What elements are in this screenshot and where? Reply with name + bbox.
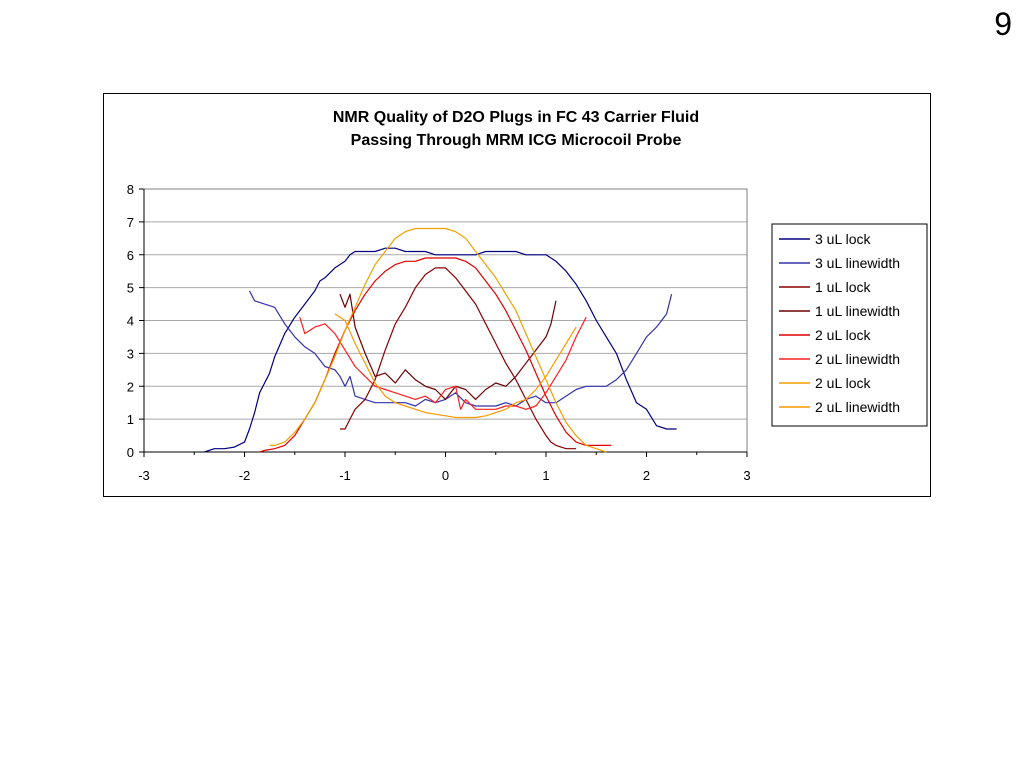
series-line-1	[204, 247, 677, 453]
series-line-4	[339, 293, 557, 400]
y-tick-label: 6	[127, 248, 134, 263]
line-chart: NMR Quality of D2O Plugs in FC 43 Carrie…	[127, 109, 928, 483]
x-tick-label: -2	[239, 468, 251, 483]
slide-number: 9	[994, 6, 1012, 42]
series-line-2	[248, 290, 673, 407]
legend-label: 2 uL lock	[815, 327, 872, 343]
legend-label: 1 uL lock	[815, 279, 872, 295]
legend-label: 3 uL lock	[815, 231, 872, 247]
series-line-6	[299, 316, 587, 410]
legend-box	[771, 223, 928, 427]
y-tick-label: 2	[127, 379, 134, 394]
series-line-7	[269, 227, 607, 453]
y-tick-label: 3	[127, 346, 134, 361]
y-tick-label: 1	[127, 412, 134, 427]
x-tick-label: 0	[442, 468, 449, 483]
y-tick-label: 0	[127, 445, 134, 460]
legend-label: 2 uL linewidth	[815, 351, 900, 367]
legend-label: 1 uL linewidth	[815, 303, 900, 319]
x-tick-label: -1	[339, 468, 351, 483]
y-tick-label: 4	[127, 314, 134, 329]
legend-label: 2 uL lock	[815, 375, 872, 391]
x-tick-label: 3	[743, 468, 750, 483]
legend-label: 3 uL linewidth	[815, 255, 900, 271]
x-tick-label: -3	[138, 468, 150, 483]
chart-title-line: NMR Quality of D2O Plugs in FC 43 Carrie…	[333, 109, 699, 126]
series-line-8	[334, 313, 577, 419]
x-tick-label: 2	[643, 468, 650, 483]
y-tick-label: 8	[127, 182, 134, 197]
y-tick-label: 5	[127, 281, 134, 296]
x-tick-label: 1	[542, 468, 549, 483]
legend-label: 2 uL linewidth	[815, 399, 900, 415]
y-tick-label: 7	[127, 215, 134, 230]
series-line-3	[340, 267, 577, 450]
chart-frame: NMR Quality of D2O Plugs in FC 43 Carrie…	[103, 93, 931, 497]
chart-title-line: Passing Through MRM ICG Microcoil Probe	[351, 132, 682, 149]
